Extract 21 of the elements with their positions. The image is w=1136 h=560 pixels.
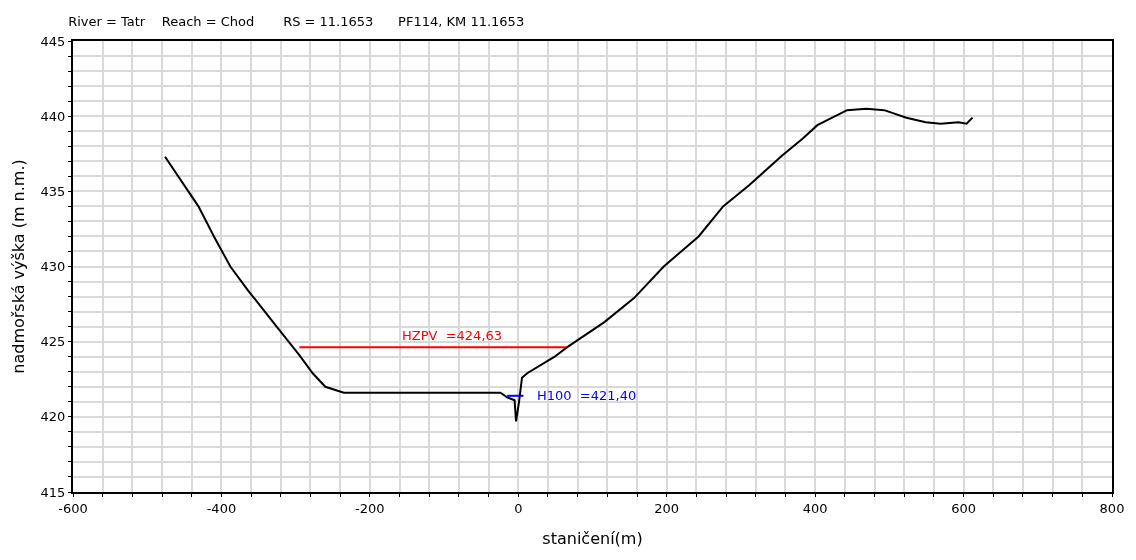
- x-axis-title: staničení(m): [542, 528, 643, 548]
- x-tick-label: 200: [654, 500, 680, 516]
- y-tick-label: 425: [40, 334, 66, 350]
- y-tick-label: 445: [40, 33, 66, 49]
- x-tick-label: 600: [951, 500, 976, 516]
- x-tick-label: 800: [1099, 500, 1125, 516]
- chart-title: River = Tatr Reach = Chod RS = 11.1653 PF114, KM 11.1653: [68, 13, 525, 29]
- y-axis-title: nadmořská výška (m n.m.): [8, 159, 28, 374]
- annotation: HZPV =424,63: [402, 328, 503, 343]
- x-tick-label: -600: [58, 500, 88, 516]
- line-series: [164, 107, 974, 423]
- x-tick-label: -200: [355, 500, 385, 516]
- x-tick-label: 0: [514, 500, 523, 516]
- y-tick-label: 440: [40, 108, 66, 124]
- annotation: H100 =421,40: [537, 388, 637, 403]
- x-tick-label: 400: [802, 500, 828, 516]
- y-tick-label: 430: [40, 259, 66, 275]
- y-tick-label: 420: [40, 409, 66, 425]
- x-tick-label: -400: [206, 500, 237, 516]
- y-tick-label: 435: [40, 183, 66, 199]
- y-tick-label: 415: [40, 484, 66, 500]
